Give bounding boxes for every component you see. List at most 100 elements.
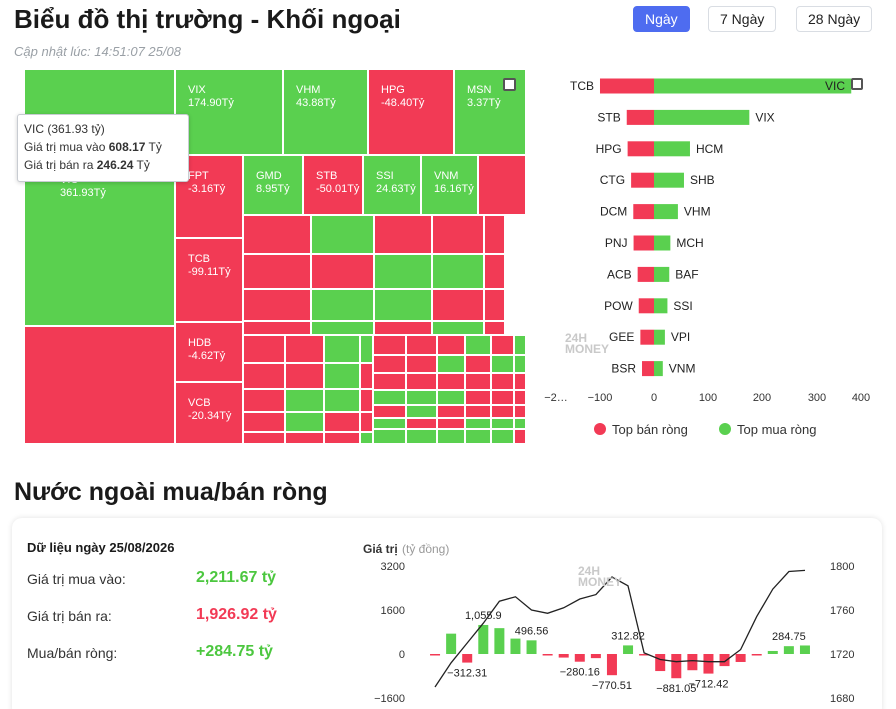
treemap-tile-minor[interactable] bbox=[243, 412, 285, 432]
treemap-tile-minor[interactable] bbox=[514, 355, 526, 373]
treemap-tile-minor[interactable] bbox=[311, 215, 374, 254]
treemap-tile-minor[interactable] bbox=[432, 254, 484, 289]
treemap-tile-minor[interactable] bbox=[491, 355, 514, 373]
treemap-tile-minor[interactable] bbox=[465, 418, 491, 429]
treemap-tile-minor[interactable] bbox=[465, 355, 491, 373]
treemap-tile-minor[interactable] bbox=[406, 373, 437, 390]
treemap-tile-minor[interactable] bbox=[491, 390, 514, 405]
treemap-tile-minor[interactable] bbox=[285, 412, 324, 432]
treemap-tile-tcb[interactable]: TCB -99.11Tỷ bbox=[175, 238, 243, 322]
treemap-tile-minor[interactable] bbox=[373, 355, 406, 373]
treemap-tile-minor[interactable] bbox=[514, 405, 526, 418]
treemap-tile-minor[interactable] bbox=[437, 418, 465, 429]
treemap-tile-minor[interactable] bbox=[465, 390, 491, 405]
treemap-tile-minor[interactable] bbox=[243, 432, 285, 444]
treemap-tile-stb[interactable]: STB -50.01Tỷ bbox=[303, 155, 363, 215]
treemap-tile-minor[interactable] bbox=[484, 215, 505, 254]
fullscreen-icon[interactable] bbox=[851, 78, 863, 90]
treemap-tile-minor[interactable] bbox=[437, 355, 465, 373]
treemap-tile-minor[interactable] bbox=[285, 432, 324, 444]
treemap-tile-minor[interactable] bbox=[465, 405, 491, 418]
treemap-tile-minor[interactable] bbox=[373, 390, 406, 405]
treemap-tile-minor[interactable] bbox=[437, 405, 465, 418]
treemap-tile-minor[interactable] bbox=[360, 389, 373, 412]
treemap-tile-minor[interactable] bbox=[311, 289, 374, 321]
period-7day-button[interactable]: 7 Ngày bbox=[708, 6, 777, 32]
treemap-tile-minor[interactable] bbox=[360, 412, 373, 432]
treemap-tile-minor[interactable] bbox=[491, 373, 514, 390]
treemap-tile-minor[interactable] bbox=[465, 335, 491, 355]
treemap-tile-minor[interactable] bbox=[514, 335, 526, 355]
treemap-tile-minor[interactable] bbox=[406, 355, 437, 373]
treemap-tile-minor[interactable] bbox=[243, 363, 285, 389]
treemap-tile-minor[interactable] bbox=[374, 321, 432, 335]
treemap-tile-minor[interactable] bbox=[373, 373, 406, 390]
treemap-tile-minor[interactable] bbox=[373, 418, 406, 429]
treemap-tile-minor[interactable] bbox=[374, 215, 432, 254]
treemap-tile-minor[interactable] bbox=[491, 335, 514, 355]
treemap-tile-pnj[interactable]: PNJ-37.48Tỷ bbox=[24, 326, 175, 444]
treemap-tile-vic[interactable]: VIC361.93Tỷ bbox=[24, 69, 175, 326]
treemap-tile-minor[interactable] bbox=[478, 155, 526, 215]
treemap-tile-minor[interactable] bbox=[311, 321, 374, 335]
treemap-tile-minor[interactable] bbox=[373, 429, 406, 444]
treemap-tile-minor[interactable] bbox=[373, 405, 406, 418]
treemap-tile-minor[interactable] bbox=[285, 335, 324, 363]
treemap-tile-minor[interactable] bbox=[484, 254, 505, 289]
treemap-tile-minor[interactable] bbox=[285, 389, 324, 412]
treemap-tile-minor[interactable] bbox=[324, 432, 360, 444]
treemap-tile-minor[interactable] bbox=[432, 215, 484, 254]
treemap-tile-minor[interactable] bbox=[324, 412, 360, 432]
treemap-tile-minor[interactable] bbox=[243, 254, 311, 289]
treemap-tile-minor[interactable] bbox=[243, 215, 311, 254]
treemap-tile-minor[interactable] bbox=[514, 418, 526, 429]
treemap-tile-hpg[interactable]: HPG -48.40Tỷ bbox=[368, 69, 454, 155]
treemap-tile-minor[interactable] bbox=[514, 373, 526, 390]
treemap-tile-gmd[interactable]: GMD 8.95Tỷ bbox=[243, 155, 303, 215]
fullscreen-icon[interactable] bbox=[503, 78, 516, 91]
treemap-tile-minor[interactable] bbox=[373, 335, 406, 355]
treemap-tile-minor[interactable] bbox=[243, 289, 311, 321]
treemap-tile-minor[interactable] bbox=[243, 389, 285, 412]
treemap-tile-minor[interactable] bbox=[406, 390, 437, 405]
treemap-tile-minor[interactable] bbox=[311, 254, 374, 289]
treemap-tile-vix[interactable]: VIX 174.90Tỷ bbox=[175, 69, 283, 155]
treemap-tile-minor[interactable] bbox=[285, 363, 324, 389]
treemap-tile-minor[interactable] bbox=[437, 390, 465, 405]
treemap-tile-minor[interactable] bbox=[437, 429, 465, 444]
treemap-tile-minor[interactable] bbox=[324, 363, 360, 389]
treemap-tile-minor[interactable] bbox=[243, 335, 285, 363]
treemap-tile-minor[interactable] bbox=[406, 335, 437, 355]
treemap-tile-minor[interactable] bbox=[406, 429, 437, 444]
period-day-button[interactable]: Ngày bbox=[633, 6, 690, 32]
treemap-tile-minor[interactable] bbox=[360, 335, 373, 363]
treemap-tile-minor[interactable] bbox=[437, 373, 465, 390]
treemap-tile-minor[interactable] bbox=[406, 405, 437, 418]
treemap-tile-minor[interactable] bbox=[484, 321, 505, 335]
treemap-tile-vhm[interactable]: VHM 43.88Tỷ bbox=[283, 69, 368, 155]
treemap-tile-minor[interactable] bbox=[491, 418, 514, 429]
treemap-tile-hdb[interactable]: HDB -4.62Tỷ bbox=[175, 322, 243, 382]
treemap-tile-minor[interactable] bbox=[324, 335, 360, 363]
treemap-tile-vnm[interactable]: VNM 16.16Tỷ bbox=[421, 155, 478, 215]
treemap-tile-minor[interactable] bbox=[514, 390, 526, 405]
period-28day-button[interactable]: 28 Ngày bbox=[796, 6, 873, 32]
treemap-tile-minor[interactable] bbox=[406, 418, 437, 429]
treemap-tile-minor[interactable] bbox=[465, 429, 491, 444]
treemap-tile-minor[interactable] bbox=[374, 289, 432, 321]
treemap-tile-minor[interactable] bbox=[484, 289, 505, 321]
treemap-tile-minor[interactable] bbox=[374, 254, 432, 289]
treemap-tile-minor[interactable] bbox=[491, 429, 514, 444]
treemap-tile-minor[interactable] bbox=[432, 321, 484, 335]
treemap-tile-minor[interactable] bbox=[360, 363, 373, 389]
treemap-tile-minor[interactable] bbox=[432, 289, 484, 321]
treemap-tile-minor[interactable] bbox=[465, 373, 491, 390]
treemap-tile-minor[interactable] bbox=[437, 335, 465, 355]
treemap-tile-ssi[interactable]: SSI 24.63Tỷ bbox=[363, 155, 421, 215]
treemap-tile-minor[interactable] bbox=[491, 405, 514, 418]
treemap-tile-minor[interactable] bbox=[243, 321, 311, 335]
treemap-tile-minor[interactable] bbox=[360, 432, 373, 444]
treemap-tile-vcb[interactable]: VCB -20.34Tỷ bbox=[175, 382, 243, 444]
treemap-tile-minor[interactable] bbox=[324, 389, 360, 412]
treemap-tile-minor[interactable] bbox=[514, 429, 526, 444]
